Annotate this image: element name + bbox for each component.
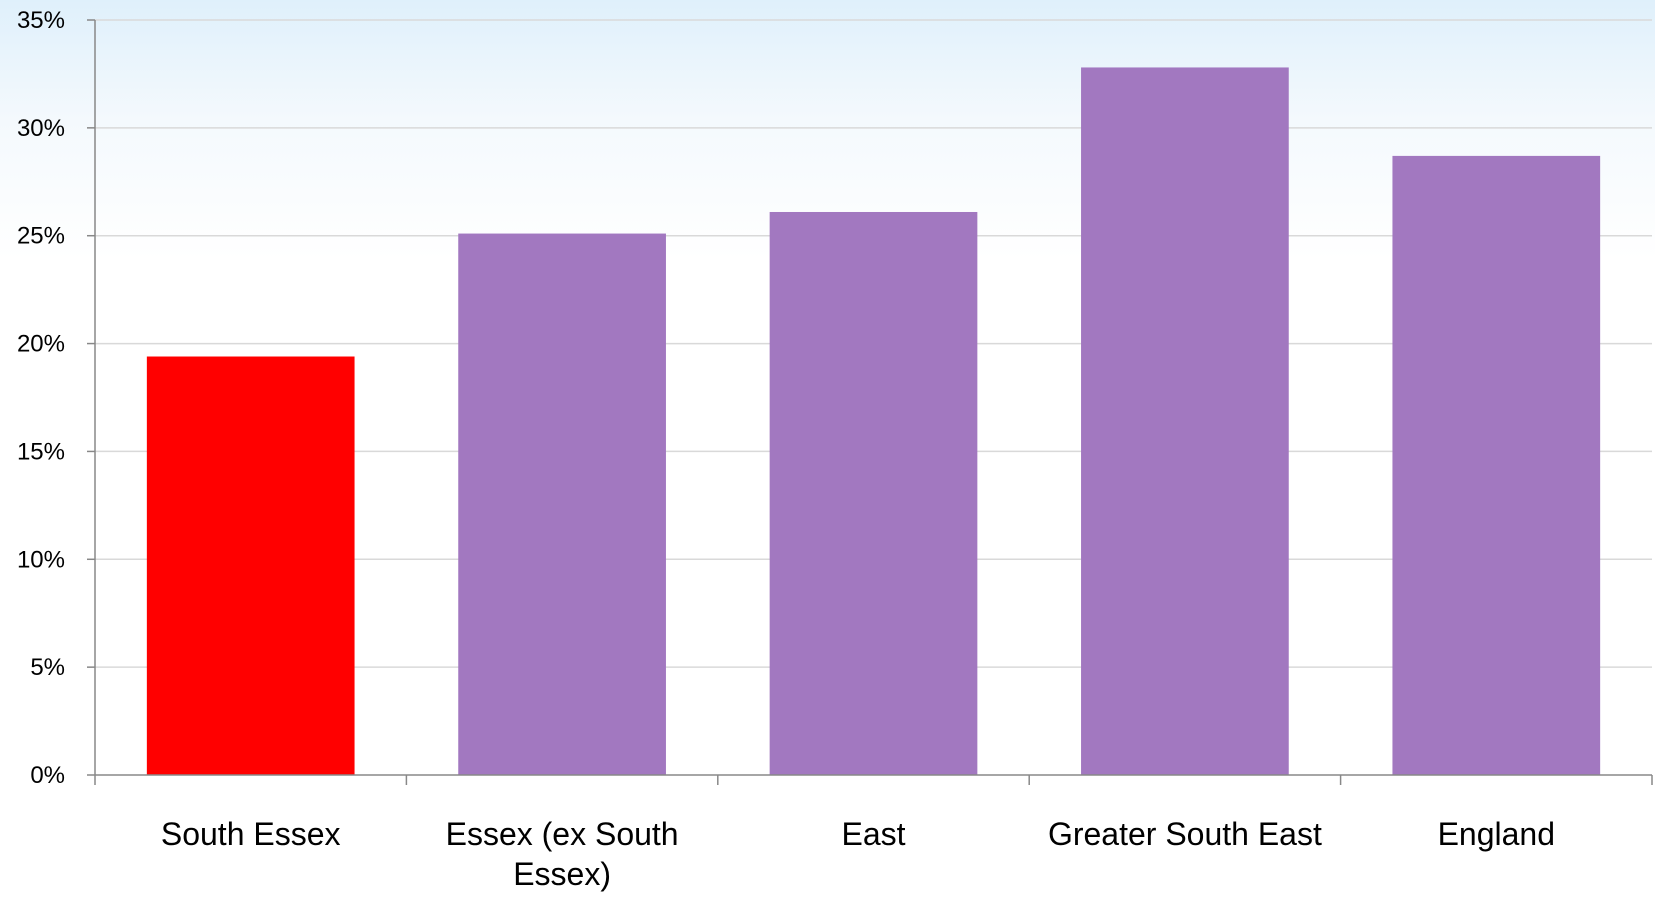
category-label: South Essex: [161, 816, 341, 852]
y-tick-label: 5%: [30, 654, 65, 681]
category-label: East: [841, 816, 905, 852]
y-tick-label: 0%: [30, 762, 65, 789]
category-label: Essex (ex South: [446, 816, 679, 852]
axes: [87, 19, 1653, 785]
category-label: Greater South East: [1048, 816, 1322, 852]
bar: [1081, 67, 1289, 775]
y-tick-label: 20%: [17, 331, 65, 358]
bars: [146, 67, 1601, 776]
y-tick-label: 35%: [17, 7, 65, 34]
category-label: England: [1438, 816, 1555, 852]
y-tick-label: 25%: [17, 223, 65, 250]
bar: [458, 233, 666, 776]
y-tick-label: 10%: [17, 546, 65, 573]
y-tick-label: 30%: [17, 115, 65, 142]
bar: [146, 356, 355, 775]
y-tick-label: 15%: [17, 438, 65, 465]
bar: [769, 211, 978, 775]
bar: [1392, 155, 1601, 775]
category-label: Essex): [513, 856, 611, 892]
labels: 0% 5% 10% 15% 20% 25% 30% 35% South Essex Essex (…: [17, 7, 1555, 892]
